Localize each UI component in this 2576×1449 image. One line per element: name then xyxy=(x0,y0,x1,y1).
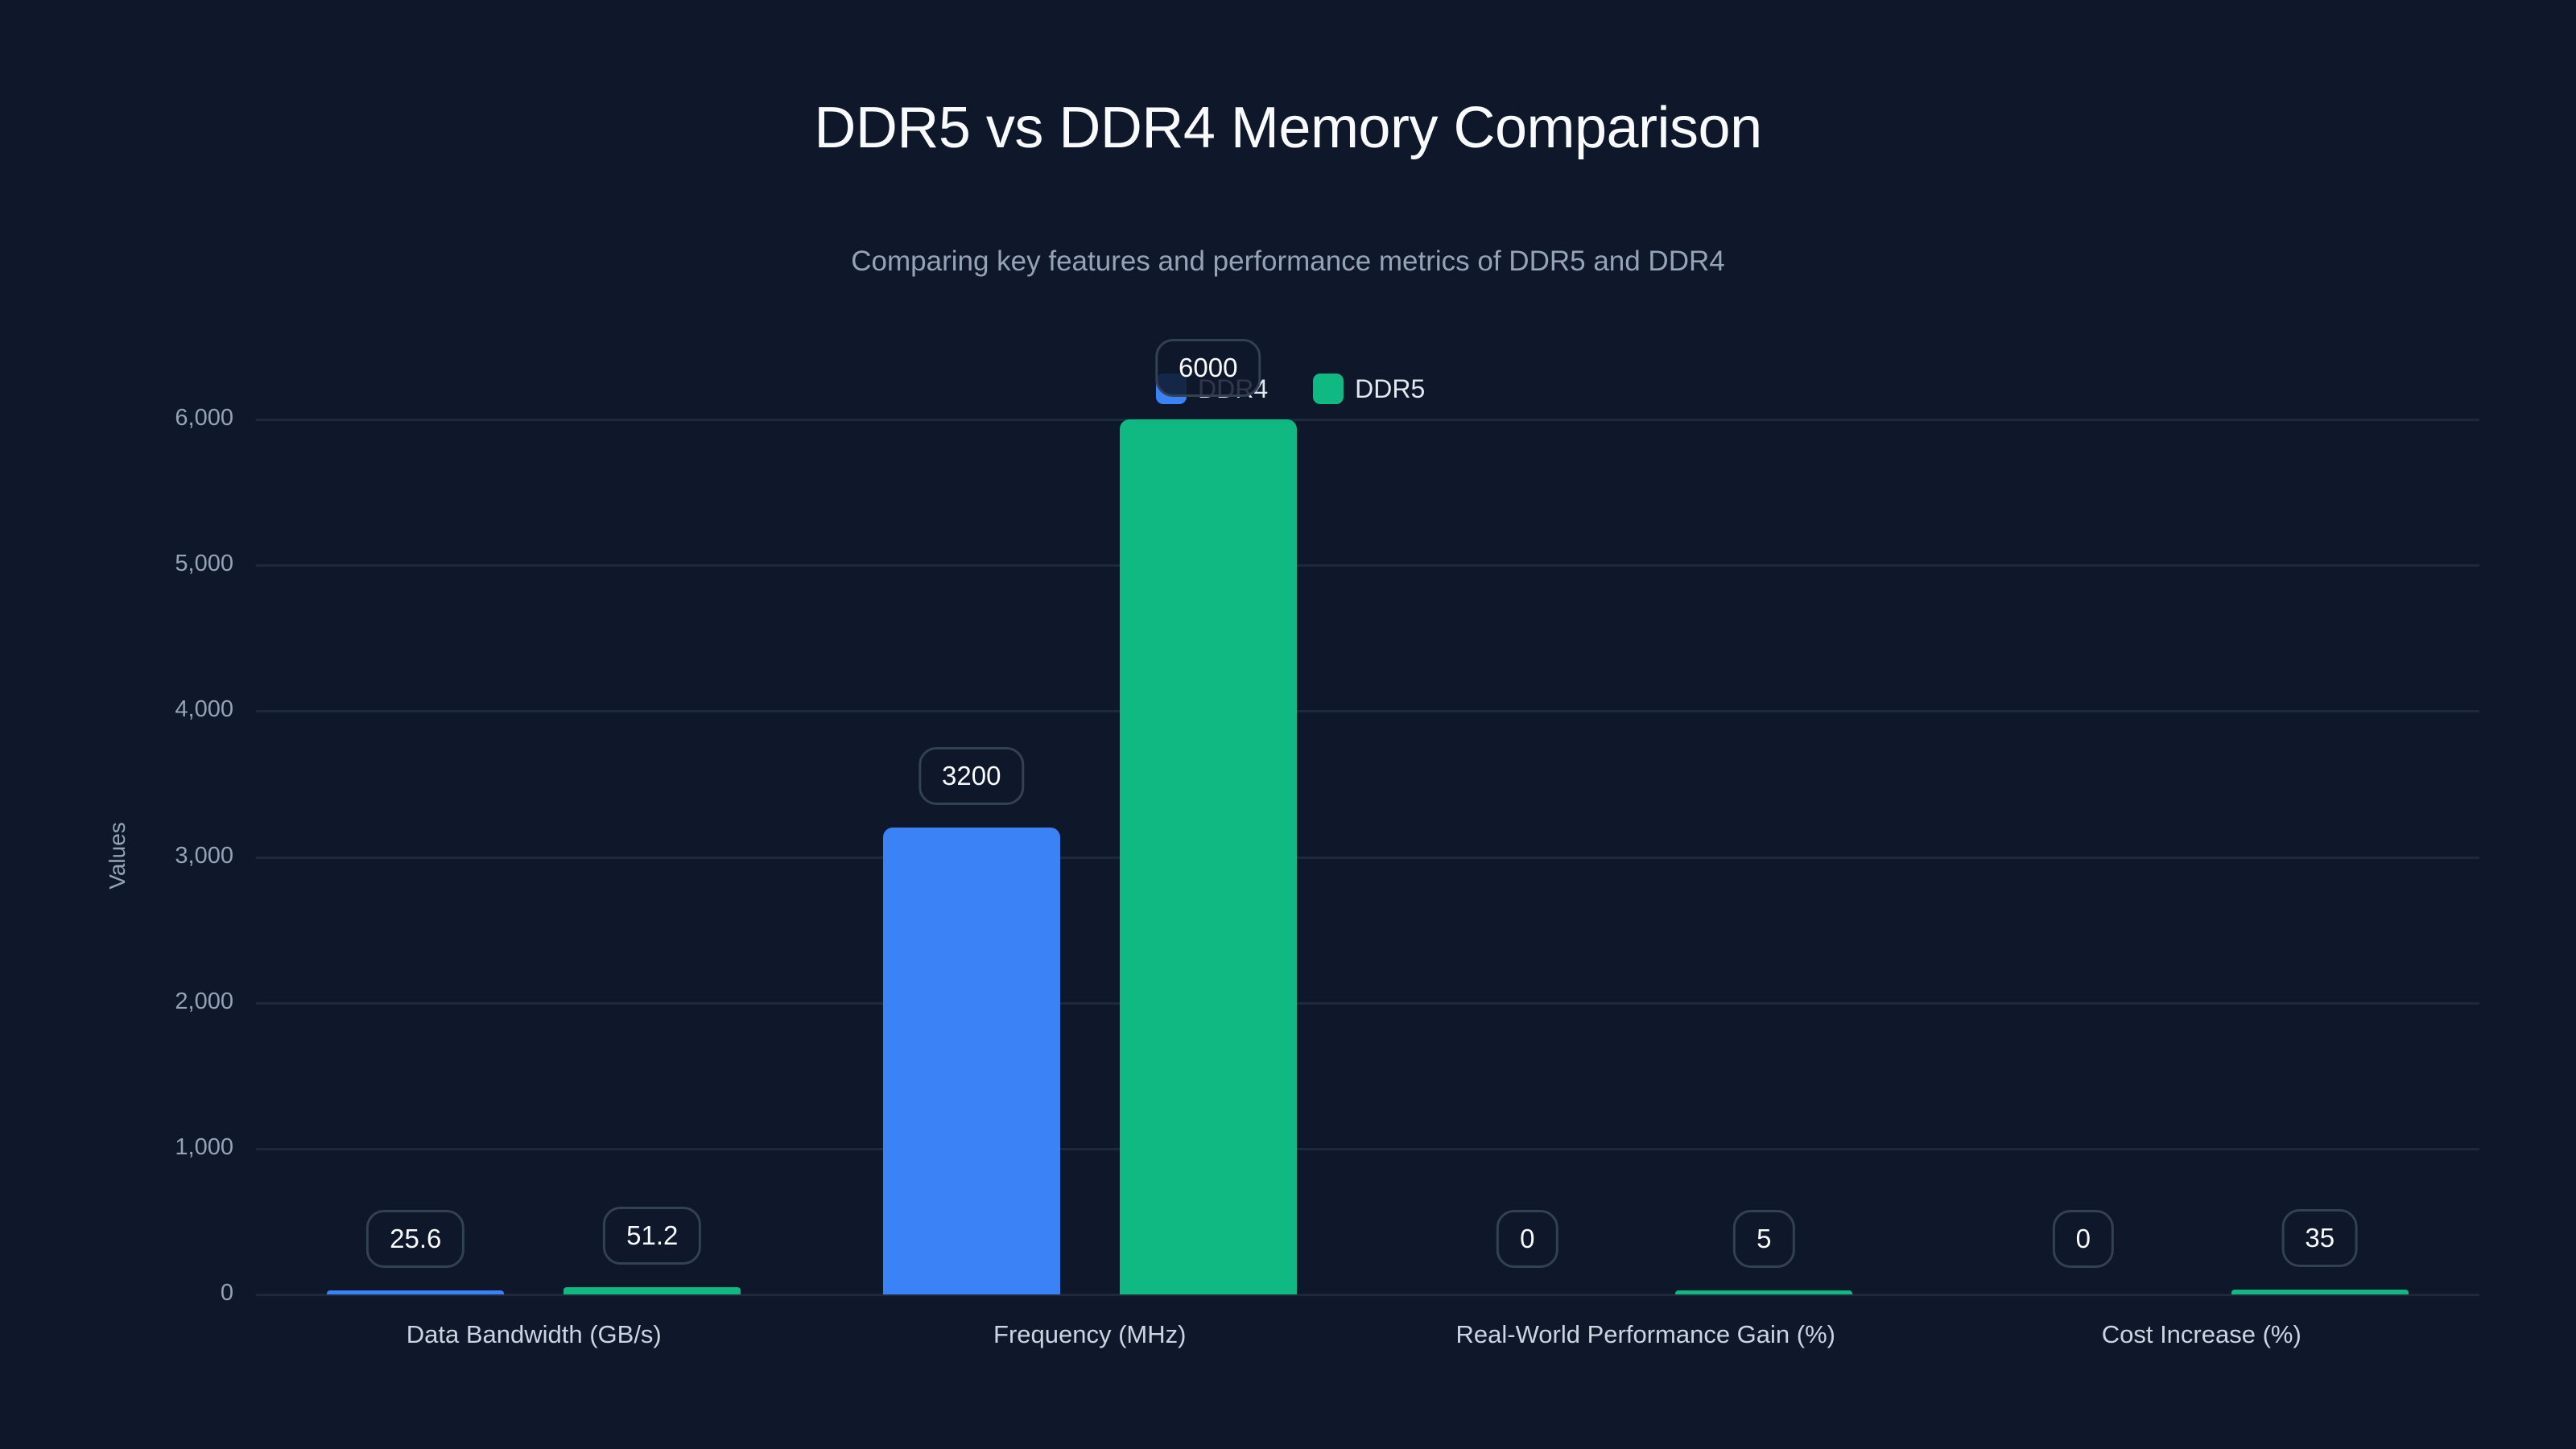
legend-label-ddr5: DDR5 xyxy=(1355,374,1426,403)
gridline xyxy=(256,1294,2479,1296)
legend-item-ddr5[interactable]: DDR5 xyxy=(1313,374,1425,404)
bar-value-label: 25.6 xyxy=(366,1210,465,1268)
y-tick-label: 5,000 xyxy=(175,551,233,577)
bar-value-label: 51.2 xyxy=(603,1206,702,1265)
bar-value-label: 3200 xyxy=(919,747,1025,806)
y-tick-label: 6,000 xyxy=(175,405,233,431)
gridline xyxy=(256,1001,2479,1005)
gridline xyxy=(256,710,2479,713)
y-tick-label: 2,000 xyxy=(175,988,233,1014)
legend-swatch-ddr5 xyxy=(1313,374,1344,404)
bar-ddr4[interactable] xyxy=(327,1290,505,1294)
bar-value-label: 0 xyxy=(1496,1210,1558,1268)
bar-value-label: 0 xyxy=(2052,1210,2114,1268)
bar-ddr5[interactable] xyxy=(2231,1289,2409,1294)
x-category-label: Data Bandwidth (GB/s) xyxy=(406,1320,662,1348)
y-tick-label: 3,000 xyxy=(175,842,233,869)
chart-title: DDR5 vs DDR4 Memory Comparison xyxy=(814,96,1762,160)
gridline xyxy=(256,419,2479,421)
y-tick-label: 0 xyxy=(220,1280,233,1306)
bar-value-label: 6000 xyxy=(1155,339,1261,397)
gridline xyxy=(256,1147,2479,1150)
gridline xyxy=(256,564,2479,568)
bar-ddr5[interactable] xyxy=(564,1286,741,1294)
x-category-label: Real-World Performance Gain (%) xyxy=(1455,1320,1835,1348)
bar-ddr4[interactable] xyxy=(882,828,1060,1294)
y-tick-label: 4,000 xyxy=(175,696,233,723)
y-tick-label: 1,000 xyxy=(175,1133,233,1160)
x-category-label: Cost Increase (%) xyxy=(2101,1320,2301,1348)
bar-value-label: 35 xyxy=(2281,1208,2359,1267)
gridline xyxy=(256,856,2479,859)
chart-subtitle: Comparing key features and performance m… xyxy=(851,246,1725,277)
bar-value-label: 5 xyxy=(1733,1210,1795,1268)
bar-ddr5[interactable] xyxy=(1119,419,1297,1294)
bar-ddr5[interactable] xyxy=(1675,1290,1853,1294)
x-category-label: Frequency (MHz) xyxy=(993,1320,1187,1348)
plot-area xyxy=(256,419,2479,1296)
